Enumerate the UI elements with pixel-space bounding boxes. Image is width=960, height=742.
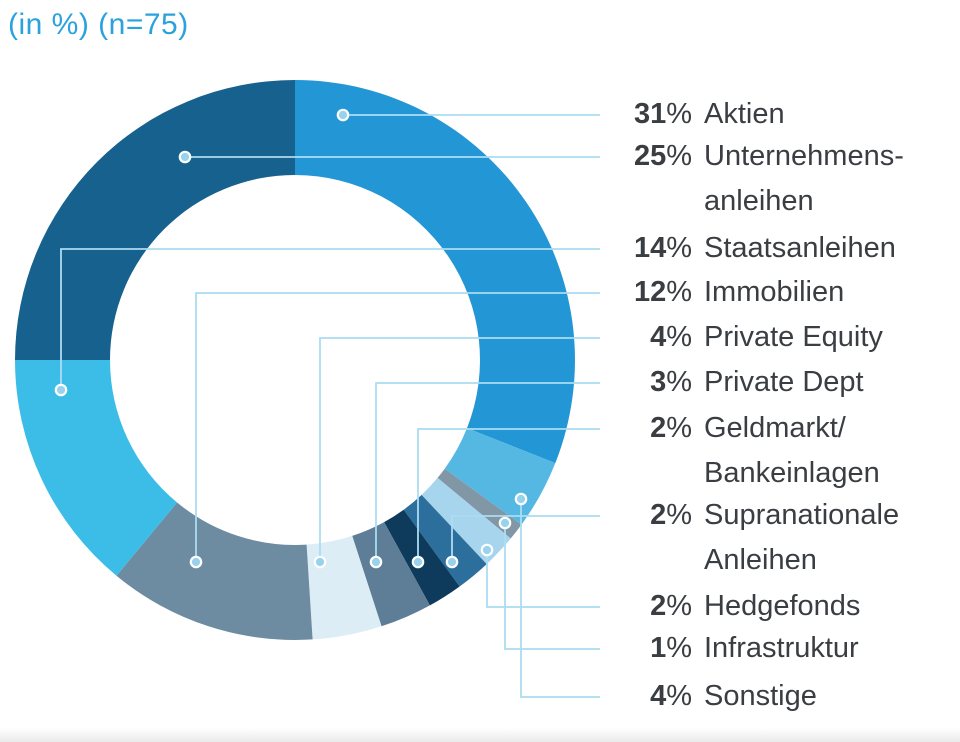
donut-segment-private-dept (352, 522, 430, 627)
donut-segment-aktien (295, 80, 575, 464)
donut-segment-immobilien (116, 502, 313, 640)
footer-strip (0, 728, 960, 742)
callout-dot-immobilien (189, 555, 203, 569)
callout-dot-private-equity (313, 555, 327, 569)
leader-line-geldmarkt-bankeinlagen (417, 428, 600, 562)
donut-segment-sonstige (444, 428, 556, 525)
callout-dot-aktien (336, 108, 350, 122)
leader-line-private-dept (375, 382, 600, 562)
leader-line-immobilien (195, 292, 600, 562)
leader-line-supranationale-anleihen (451, 515, 600, 562)
callout-dot-infrastruktur (498, 516, 512, 530)
donut-segment-supranationale-anleihen (403, 494, 487, 587)
donut-segment-unternehmensanleihen (15, 80, 295, 360)
donut-segment-hedgefonds (421, 477, 511, 565)
leader-line-staatsanleihen (60, 248, 600, 390)
callout-dot-unternehmensanleihen (178, 150, 192, 164)
leader-line-infrastruktur (504, 523, 600, 650)
chart-title: (in %) (n=75) (8, 8, 189, 41)
leader-line-hedgefonds (486, 550, 600, 608)
leader-line-private-equity (319, 337, 600, 562)
leader-line-sonstige (520, 499, 600, 698)
donut-segment-staatsanleihen (15, 360, 178, 576)
callout-dot-staatsanleihen (54, 383, 68, 397)
callout-dot-sonstige (514, 492, 528, 506)
callout-dot-supranationale-anleihen (445, 555, 459, 569)
callout-dot-geldmarkt-bankeinlagen (411, 555, 425, 569)
callout-dot-hedgefonds (480, 543, 494, 557)
callout-dot-private-dept (369, 555, 383, 569)
